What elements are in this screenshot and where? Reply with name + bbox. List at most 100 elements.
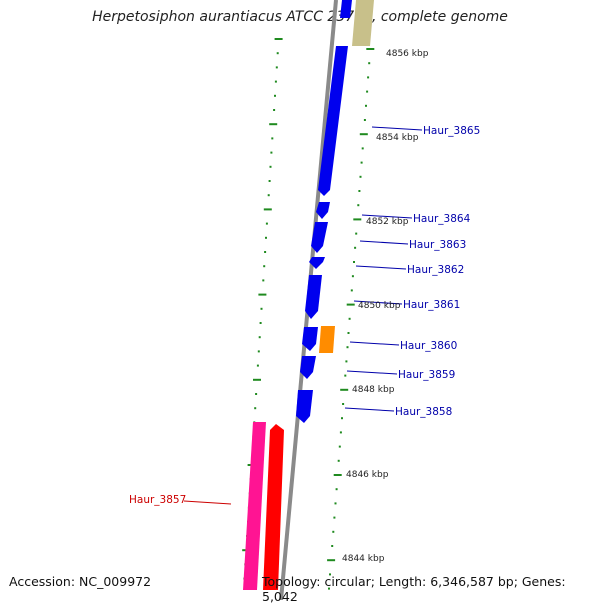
tick-mark — [274, 38, 283, 40]
tick-mark — [359, 133, 368, 136]
leader-haur-3864 — [361, 214, 413, 219]
tick-mark — [346, 303, 355, 306]
tick-mark — [359, 175, 362, 178]
tick-mark — [355, 232, 358, 235]
gene-haur-3857[interactable] — [243, 422, 266, 590]
tick-mark — [270, 151, 273, 154]
tick-mark — [351, 275, 354, 278]
tick-mark — [363, 119, 366, 121]
gene-red-arrow[interactable] — [263, 424, 284, 590]
tick-mark — [265, 236, 267, 239]
tick-mark — [353, 218, 362, 221]
kbp-label: 4844 kbp — [342, 554, 385, 564]
leader-haur-3863 — [359, 240, 409, 245]
gene-label-haur-3861[interactable]: Haur_3861 — [403, 299, 460, 311]
tick-mark — [254, 407, 257, 410]
tick-mark — [332, 530, 335, 533]
tick-mark — [361, 147, 364, 150]
tick-mark — [346, 346, 349, 349]
tick-mark — [269, 123, 278, 126]
gene-label-haur-3865[interactable]: Haur_3865 — [423, 125, 480, 137]
tick-mark — [367, 76, 370, 79]
gene-label-haur-3857[interactable]: Haur_3857 — [129, 494, 186, 506]
gene-haur-3861[interactable] — [305, 275, 322, 319]
leader-haur-3860 — [349, 341, 400, 346]
tick-mark — [264, 251, 267, 253]
tick-mark — [258, 293, 267, 296]
map-title: Herpetosiphon aurantiacus ATCC 23779, co… — [92, 9, 508, 25]
tick-mark — [337, 459, 340, 462]
tick-mark — [340, 388, 349, 391]
leader-haur-3861 — [353, 300, 403, 305]
tick-mark — [271, 137, 274, 140]
tick-mark — [347, 332, 350, 334]
gene-haur-3863[interactable] — [311, 222, 328, 253]
tick-mark — [333, 474, 342, 476]
tick-mark — [257, 350, 260, 353]
tick-mark — [345, 360, 348, 363]
tick-mark — [256, 364, 259, 367]
tick-mark — [341, 417, 343, 420]
tick-mark — [255, 393, 258, 395]
tick-mark — [275, 66, 278, 69]
gene-haur-3859[interactable] — [302, 327, 318, 351]
tick-mark — [344, 374, 347, 377]
tick-mark — [269, 165, 272, 168]
tick-mark — [262, 279, 265, 282]
tick-mark — [335, 488, 338, 491]
tick-mark — [274, 94, 276, 97]
kbp-label: 4854 kbp — [376, 133, 419, 143]
kbp-label: 4852 kbp — [366, 217, 409, 227]
tick-mark — [354, 246, 357, 249]
tick-mark — [329, 573, 331, 576]
tick-mark — [366, 48, 375, 50]
gene-label-haur-3862[interactable]: Haur_3862 — [407, 264, 464, 276]
tick-mark — [258, 336, 261, 339]
tick-mark — [366, 90, 369, 93]
gene-top-tan[interactable] — [352, 0, 374, 46]
tick-mark — [339, 431, 342, 434]
tick-mark — [263, 208, 272, 211]
tick-mark — [328, 587, 330, 590]
tick-mark — [333, 516, 336, 519]
kbp-label: 4850 kbp — [358, 301, 401, 311]
tick-mark — [342, 403, 345, 405]
tick-mark — [267, 194, 270, 197]
gene-haur-3859b[interactable] — [300, 356, 316, 379]
gene-label-haur-3863[interactable]: Haur_3863 — [409, 239, 466, 251]
tick-mark — [265, 222, 268, 225]
accession-text: Accession: NC_009972 — [9, 574, 152, 589]
tick-mark — [331, 545, 334, 547]
kbp-label: 4856 kbp — [386, 49, 429, 59]
gene-label-haur-3864[interactable]: Haur_3864 — [413, 213, 471, 225]
tick-mark — [273, 109, 276, 111]
tick-mark — [259, 322, 262, 324]
leader-haur-3865 — [371, 126, 423, 131]
kbp-label: 4846 kbp — [346, 470, 389, 480]
tick-mark — [360, 161, 363, 164]
gene-haur-3865[interactable] — [318, 46, 348, 196]
tick-mark — [268, 180, 271, 182]
tick-mark — [368, 62, 371, 65]
tick-mark — [327, 559, 336, 562]
leader-haur-3857 — [183, 500, 232, 505]
tick-mark — [260, 307, 263, 310]
gene-haur-3860[interactable] — [319, 326, 335, 353]
gene-top-blue[interactable] — [340, 0, 352, 18]
gene-label-haur-3859[interactable]: Haur_3859 — [398, 369, 455, 381]
tick-track-right — [327, 48, 375, 590]
tick-mark — [276, 52, 279, 55]
tick-mark — [253, 378, 261, 381]
gene-label-haur-3860[interactable]: Haur_3860 — [400, 340, 457, 352]
leader-haur-3862 — [355, 265, 407, 270]
gene-haur-3864[interactable] — [316, 202, 330, 219]
tick-mark — [263, 265, 266, 268]
kbp-label: 4848 kbp — [352, 385, 395, 395]
gene-label-haur-3858[interactable]: Haur_3858 — [395, 406, 452, 418]
gene-haur-3862[interactable] — [309, 257, 325, 269]
tick-mark — [365, 104, 367, 107]
gene-haur-3858[interactable] — [296, 390, 313, 423]
tick-mark — [348, 317, 351, 320]
tick-mark — [358, 190, 361, 192]
